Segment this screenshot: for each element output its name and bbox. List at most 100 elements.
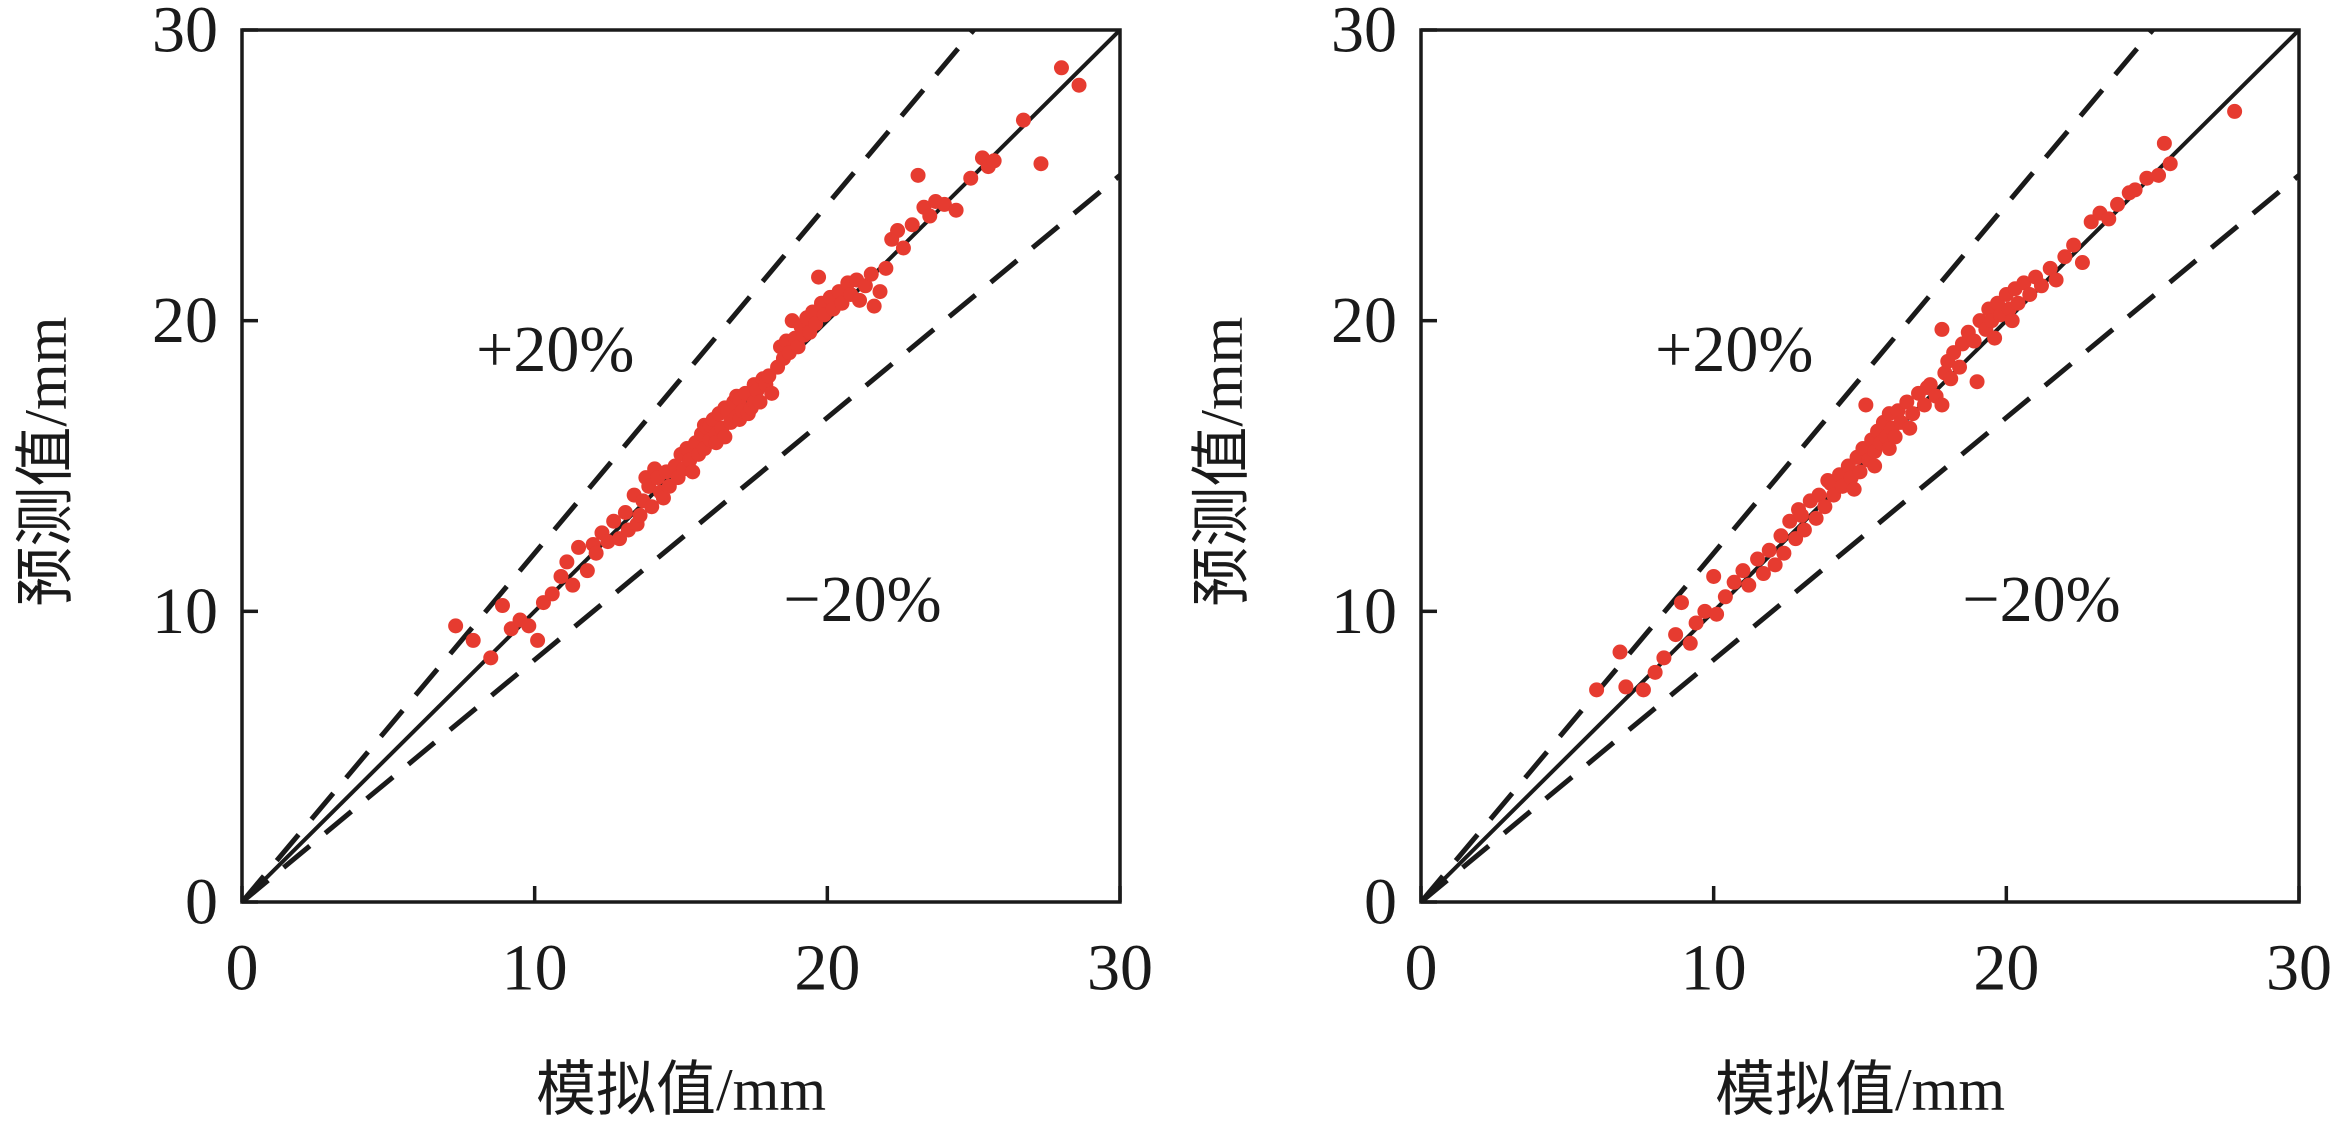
data-point [2101, 211, 2117, 227]
data-point [1656, 650, 1672, 666]
data-point [1954, 336, 1970, 352]
data-point [1969, 374, 1985, 390]
minus-20-percent-label: −20% [783, 563, 941, 636]
data-point [1776, 545, 1792, 561]
data-point [1750, 551, 1766, 567]
data-point [1987, 330, 2003, 346]
data-point [1796, 522, 1812, 538]
data-point [644, 499, 660, 515]
y-tick-label: 10 [152, 575, 218, 648]
data-point [2004, 313, 2020, 329]
x-tick-label: 0 [1405, 932, 1438, 1005]
x-tick-label: 30 [1087, 932, 1153, 1005]
data-point [1726, 574, 1742, 590]
data-point [2110, 196, 2126, 212]
data-point [1943, 371, 1959, 387]
data-point [448, 618, 464, 634]
data-point [1858, 397, 1874, 413]
minus-20-percent-line [1421, 173, 2299, 902]
y-tick-label: 10 [1331, 575, 1397, 648]
data-point [1706, 568, 1722, 584]
y-axis-label: 预测值/mm [13, 317, 79, 607]
data-point [1905, 406, 1921, 422]
plus-20-percent-line [1421, 30, 2155, 902]
plot-frame [1419, 28, 2301, 904]
data-point [986, 153, 1002, 169]
y-axis-label: 预测值/mm [1189, 317, 1255, 607]
data-point [1709, 606, 1725, 622]
data-point [1916, 397, 1932, 413]
data-point [2010, 295, 2026, 311]
x-axis-label: 模拟值/mm [536, 1057, 826, 1123]
minus-20-percent-line [242, 173, 1120, 902]
data-point [2033, 278, 2049, 294]
y-tick-label: 30 [1331, 0, 1397, 67]
data-point [890, 223, 906, 239]
y-tick-label: 20 [1331, 284, 1397, 357]
data-point [1635, 682, 1651, 698]
plus-20-percent-label: +20% [476, 313, 634, 386]
data-point [1682, 635, 1698, 651]
data-point [2022, 287, 2038, 303]
data-point [1899, 394, 1915, 410]
y-tick-label: 30 [152, 0, 218, 67]
data-point [1688, 615, 1704, 631]
data-point [872, 284, 888, 300]
data-point [553, 568, 569, 584]
data-point [878, 260, 894, 276]
plus-20-percent-line [242, 30, 976, 902]
data-points [448, 60, 1087, 666]
data-point [857, 278, 873, 294]
data-point [1033, 156, 1049, 172]
data-point [571, 539, 587, 555]
data-point [1934, 397, 1950, 413]
data-point [2127, 182, 2143, 198]
data-point [1793, 507, 1809, 523]
data-point [559, 554, 575, 570]
panel-left-scatter: 0 10 20 30 0 10 20 30 +20% −20% 模拟值/mm 预测值/mm [13, 0, 1153, 1123]
data-point [811, 269, 827, 285]
data-point [895, 240, 911, 256]
data-point [685, 464, 701, 480]
x-tick-label: 30 [2266, 932, 2332, 1005]
data-point [1887, 429, 1903, 445]
data-point [2016, 275, 2032, 291]
data-point [922, 208, 938, 224]
data-point [1589, 682, 1605, 698]
data-point [1852, 464, 1868, 480]
data-point [544, 586, 560, 602]
data-point [1673, 595, 1689, 611]
data-point [1817, 499, 1833, 515]
data-point [2048, 272, 2064, 288]
data-point [600, 534, 616, 550]
data-point [1735, 563, 1751, 579]
data-point [465, 632, 481, 648]
data-point [1867, 458, 1883, 474]
y-tick-label: 0 [1364, 866, 1397, 939]
data-point [963, 170, 979, 186]
data-point [1755, 566, 1771, 582]
data-point [1697, 603, 1713, 619]
data-point [752, 394, 768, 410]
data-point [1071, 77, 1087, 93]
data-point [910, 167, 926, 183]
data-point [1618, 679, 1634, 695]
data-point [1934, 321, 1950, 337]
data-point [764, 385, 780, 401]
x-tick-label: 20 [1973, 932, 2039, 1005]
data-point [2057, 249, 2073, 265]
data-point [863, 266, 879, 282]
data-point [1782, 513, 1798, 529]
data-points [1589, 103, 2243, 698]
data-point [617, 505, 633, 521]
plot-frame [240, 28, 1122, 904]
data-point [579, 563, 595, 579]
data-point [1811, 487, 1827, 503]
data-point [2162, 156, 2178, 172]
data-point [1952, 359, 1968, 375]
minus-20-percent-label: −20% [1962, 563, 2120, 636]
data-point [521, 618, 537, 634]
data-point [1761, 542, 1777, 558]
data-point [1902, 420, 1918, 436]
